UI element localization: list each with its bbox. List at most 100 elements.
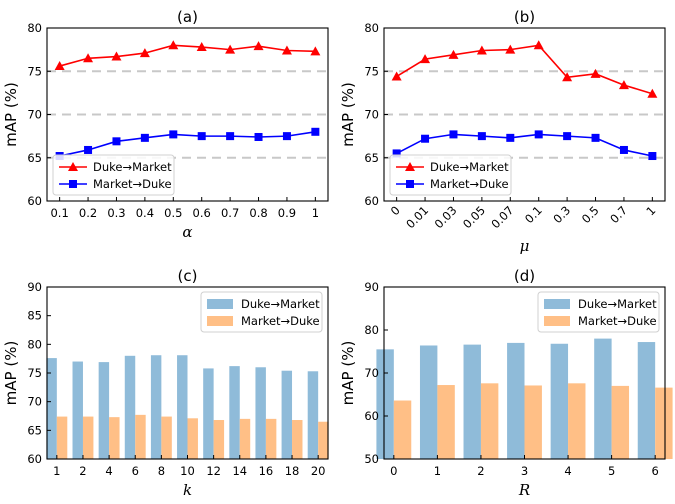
y-tick-label: 75	[27, 366, 42, 380]
y-tick-label: 60	[27, 194, 42, 208]
data-point	[111, 51, 122, 61]
y-tick-label: 85	[27, 309, 42, 323]
y-axis-label: mAP (%)	[339, 82, 357, 147]
bar	[480, 383, 499, 459]
x-tick-label: 0.03	[432, 203, 460, 231]
y-tick-label: 80	[27, 337, 42, 351]
y-tick-label: 65	[364, 151, 379, 165]
x-tick-label: 14	[232, 464, 247, 478]
panel-title: (b)	[514, 8, 535, 26]
x-tick-label: 1	[312, 206, 319, 220]
bar	[655, 387, 673, 459]
bar	[213, 420, 225, 459]
series-line	[396, 133, 653, 157]
bar	[177, 355, 188, 459]
data-point	[562, 72, 573, 82]
bar	[203, 368, 214, 459]
y-tick-label: 60	[364, 194, 379, 208]
data-point	[534, 130, 543, 139]
legend-swatch	[544, 299, 570, 309]
data-point	[310, 46, 321, 56]
bar	[98, 362, 110, 459]
legend-label: Duke→Market	[430, 160, 509, 174]
series-line	[59, 131, 316, 157]
bar	[265, 418, 277, 459]
y-tick-label: 65	[27, 151, 42, 165]
data-point	[392, 149, 401, 158]
y-axis-label: mAP (%)	[339, 341, 357, 406]
legend: Duke→Market Market→Duke	[537, 291, 660, 333]
legend-label: Duke→Market	[578, 297, 657, 311]
bar	[124, 355, 136, 459]
legend: Duke→Market Market→Duke	[52, 154, 175, 196]
x-tick-label: 0.7	[221, 206, 239, 220]
panel-b: 60 65 70 75 80 0 0.01 0.03 0.05 0.07 0.1 0.3 0.5 0.7 1…	[339, 8, 666, 255]
data-point	[282, 132, 291, 141]
legend: Duke→Market Market→Duke	[389, 154, 512, 196]
bar	[82, 416, 94, 459]
panel-title: (d)	[514, 267, 535, 285]
y-tick-label: 80	[364, 21, 379, 35]
data-point	[391, 71, 402, 81]
x-tick-label: 0.9	[278, 206, 296, 220]
bar	[419, 345, 438, 459]
x-tick-label: 5	[608, 464, 615, 478]
x-tick-label: 0.5	[579, 203, 602, 226]
y-tick-label: 50	[364, 452, 379, 466]
bar	[594, 338, 612, 459]
legend-label: Duke→Market	[93, 160, 172, 174]
y-tick-label: 75	[364, 64, 379, 78]
x-axis-label: R	[518, 481, 530, 499]
bar	[281, 370, 293, 459]
x-tick-label: 1	[53, 464, 60, 478]
legend-swatch	[207, 316, 233, 326]
x-tick-label: 0.2	[79, 206, 97, 220]
legend-swatch	[544, 316, 570, 326]
x-tick-label: 2	[79, 464, 86, 478]
data-point	[196, 42, 207, 52]
bar	[46, 358, 57, 459]
data-point	[168, 40, 179, 50]
panel-title: (c)	[178, 267, 198, 285]
y-tick-label: 90	[27, 280, 42, 294]
x-tick-label: 1	[643, 203, 658, 218]
series-line	[59, 44, 316, 67]
x-tick-label: 0.3	[550, 203, 573, 226]
legend-label: Market→Duke	[93, 177, 172, 191]
x-axis-label: k	[183, 481, 192, 499]
data-point	[563, 132, 572, 141]
legend-label: Market→Duke	[430, 177, 509, 191]
data-point	[618, 80, 629, 90]
data-point	[420, 54, 431, 64]
data-point	[505, 44, 516, 54]
bar	[318, 421, 329, 459]
x-axis-label: μ	[520, 237, 530, 255]
legend-label: Market→Duke	[578, 314, 657, 328]
legend-label: Duke→Market	[241, 297, 320, 311]
x-axis-label: α	[182, 223, 192, 241]
x-tick-label: 4	[564, 464, 571, 478]
legend-label: Market→Duke	[241, 314, 320, 328]
data-point	[140, 133, 149, 142]
x-tick-label: 0	[388, 203, 403, 218]
bar	[507, 342, 525, 459]
bar	[255, 367, 266, 459]
data-point	[253, 41, 264, 51]
data-point	[197, 132, 206, 141]
data-point	[112, 137, 121, 146]
data-point	[281, 45, 292, 55]
bar	[72, 361, 83, 459]
legend-marker	[405, 162, 415, 171]
legend-marker	[68, 162, 78, 171]
bar	[56, 416, 68, 459]
bar	[637, 342, 656, 459]
y-axis-label: mAP (%)	[2, 341, 20, 406]
bar	[292, 420, 303, 459]
bar	[437, 385, 455, 459]
x-tick-label: 0	[390, 464, 397, 478]
data-point	[448, 49, 459, 59]
y-tick-label: 80	[364, 323, 379, 337]
series-line	[396, 44, 653, 95]
bar	[109, 417, 120, 459]
